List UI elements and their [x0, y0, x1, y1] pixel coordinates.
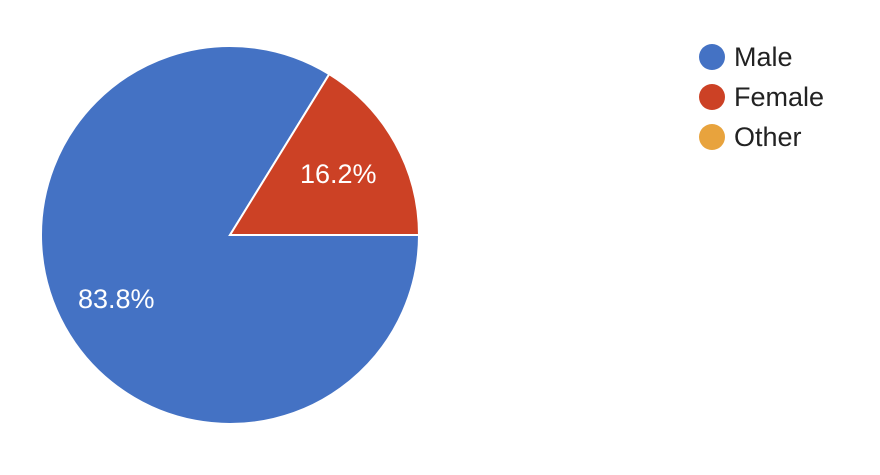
- svg-text:16.2%: 16.2%: [300, 159, 377, 189]
- svg-text:83.8%: 83.8%: [78, 284, 155, 314]
